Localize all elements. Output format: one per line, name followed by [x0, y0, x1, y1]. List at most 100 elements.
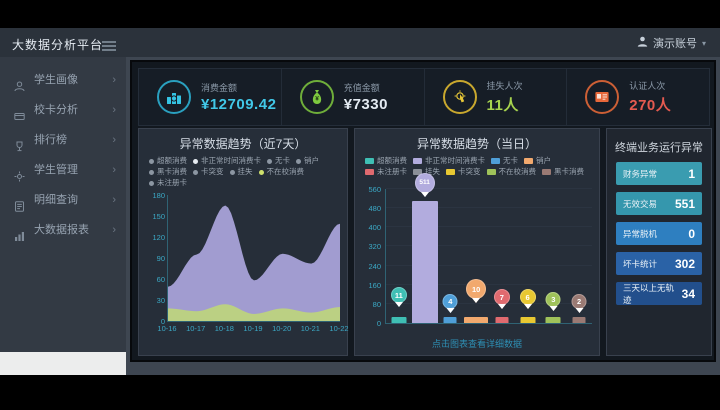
legend-item[interactable]: 未注册卡 [365, 167, 407, 177]
bar[interactable] [391, 317, 407, 323]
legend-dot-icon [258, 169, 264, 175]
moneybag-icon: ¥ [299, 80, 334, 114]
user-menu[interactable]: 演示账号 ▾ [637, 35, 706, 51]
legend-item[interactable]: 销户 [524, 156, 551, 166]
bar-marker[interactable]: 6 [519, 289, 536, 309]
gridline [386, 245, 592, 247]
bar-marker[interactable]: 511 [414, 172, 435, 197]
legend-item[interactable]: 黑卡消费 [149, 167, 187, 177]
bar[interactable] [464, 317, 489, 323]
sidebar-item-1[interactable]: 学生画像 › [0, 65, 126, 95]
bar[interactable] [443, 317, 457, 323]
sidebar-item-5[interactable]: 明细查询 › [0, 185, 126, 215]
sidebar-item-4[interactable]: 学生管理 › [0, 155, 126, 185]
balloon-pointer [549, 306, 558, 311]
sidebar-item-label: 明细查询 [34, 194, 78, 206]
gridline [386, 207, 592, 209]
legend-dot-icon [149, 158, 154, 164]
bar[interactable] [545, 317, 561, 323]
kpi-value: 11人 [486, 97, 519, 114]
legend-item[interactable]: 非正常时间消费卡 [413, 156, 485, 166]
area-chart [167, 195, 340, 322]
stat-value: 551 [674, 196, 695, 211]
sidebar-item-6[interactable]: 大数据报表 › [0, 215, 126, 245]
chevron-right-icon: › [112, 164, 116, 176]
bar[interactable] [520, 317, 536, 323]
stat-row-4[interactable]: 坏卡统计 302 [616, 252, 702, 275]
x-axis-label: 10-18 [214, 324, 234, 333]
legend-item[interactable]: 卡突变 [446, 167, 481, 177]
touch-icon [442, 80, 477, 114]
legend-swatch-icon [524, 158, 533, 164]
app-title: 大数据分析平台 [12, 38, 104, 52]
bar-group-销户: 10 [463, 189, 489, 323]
bar-chart-legend: 超额消费 非正常时间消费卡 无卡 销户未注册卡 挂失 卡突变 不在校消费 黑卡消费 [365, 156, 593, 177]
bar-chart[interactable]: 11 511 4 10 7 6 3 2 [385, 172, 592, 324]
y-axis-label: 120 [152, 233, 165, 242]
report-icon [14, 224, 26, 241]
coins-icon [157, 80, 191, 114]
x-axis-label: 10-16 [157, 324, 177, 333]
legend-item[interactable]: 非正常时间消费卡 [193, 156, 261, 166]
bar-marker[interactable]: 11 [390, 287, 407, 307]
bar-marker[interactable]: 4 [442, 294, 458, 313]
legend-dot-icon [267, 158, 272, 164]
sidebar-footer-strip [0, 352, 126, 375]
legend-item[interactable]: 超额消费 [149, 156, 187, 166]
bar-group-非正常时间消费卡: 511 [411, 172, 438, 323]
user-name: 演示账号 [652, 38, 697, 50]
stat-label: 无效交易 [623, 198, 658, 209]
kpi-card-3: 挂失人次 11人 [423, 69, 567, 125]
legend-dot-icon [193, 158, 198, 164]
sidebar-item-2[interactable]: 校卡分析 › [0, 95, 126, 125]
legend-item[interactable]: 无卡 [267, 156, 290, 166]
bar-marker[interactable]: 7 [493, 289, 510, 309]
legend-item[interactable]: 卡突变 [193, 167, 224, 177]
chevron-right-icon: › [112, 134, 116, 146]
bar-marker[interactable]: 2 [571, 294, 587, 313]
y-axis-label: 30 [156, 296, 165, 305]
stat-row-1[interactable]: 财务异常 1 [616, 162, 702, 185]
user-avatar-icon [637, 36, 648, 50]
bar[interactable] [411, 200, 438, 323]
top-header: 大数据分析平台 演示账号 ▾ [0, 28, 720, 57]
bar[interactable] [495, 317, 509, 323]
balloon-pointer [420, 191, 429, 197]
kpi-value: ¥7330 [343, 96, 388, 113]
legend-item[interactable]: 黑卡消费 [542, 167, 584, 177]
area-chart-legend: 超额消费 非正常时间消费卡 无卡 销户黑卡消费 卡突变 挂失 不在校消费未注册卡 [149, 156, 341, 188]
panel-terminal-anomalies: 终端业务运行异常 财务异常 1 无效交易 551 异常脱机 0 坏卡统计 302 三天以上无轨迹… [606, 128, 712, 356]
stat-row-3[interactable]: 异常脱机 0 [616, 222, 702, 245]
y-axis-label: 80 [372, 299, 381, 309]
y-axis-label: 60 [156, 275, 165, 284]
trophy-icon [14, 134, 26, 152]
bar-marker[interactable]: 3 [545, 292, 561, 311]
sidebar-collapse-icon[interactable] [102, 38, 116, 51]
legend-item[interactable]: 不在校消费 [258, 167, 304, 177]
legend-item[interactable]: 不在校消费 [486, 167, 536, 177]
stat-row-2[interactable]: 无效交易 551 [616, 192, 702, 215]
stat-row-5[interactable]: 三天以上无轨迹 34 [616, 282, 702, 305]
panel-title: 终端业务运行异常 [615, 142, 703, 154]
legend-item[interactable]: 未注册卡 [149, 178, 187, 188]
bar[interactable] [572, 317, 586, 323]
app-window: 大数据分析平台 演示账号 ▾ 学生画像 › 校卡分析 › 排行榜 › 学生管理 › 明细查询 › 大… [0, 28, 720, 375]
legend-item[interactable]: 无卡 [491, 156, 518, 166]
legend-item[interactable]: 销户 [296, 156, 319, 166]
legend-item[interactable]: 挂失 [229, 167, 253, 177]
legend-item[interactable]: 超额消费 [365, 156, 407, 166]
chart-detail-link[interactable]: 点击图表查看详细数据 [431, 339, 522, 349]
y-axis-label: 0 [376, 319, 381, 328]
stat-label: 三天以上无轨迹 [623, 282, 675, 305]
sidebar-item-3[interactable]: 排行榜 › [0, 125, 126, 155]
legend-item[interactable]: 挂失 [413, 167, 440, 177]
letterbox-bottom [0, 375, 720, 410]
bar-marker[interactable]: 10 [466, 279, 487, 303]
chevron-right-icon: › [112, 194, 116, 206]
legend-dot-icon [229, 169, 235, 175]
y-axis-label: 160 [368, 280, 381, 290]
sidebar-item-label: 学生画像 [34, 74, 78, 86]
letterbox-top [0, 0, 720, 28]
y-axis-label: 320 [368, 242, 381, 252]
